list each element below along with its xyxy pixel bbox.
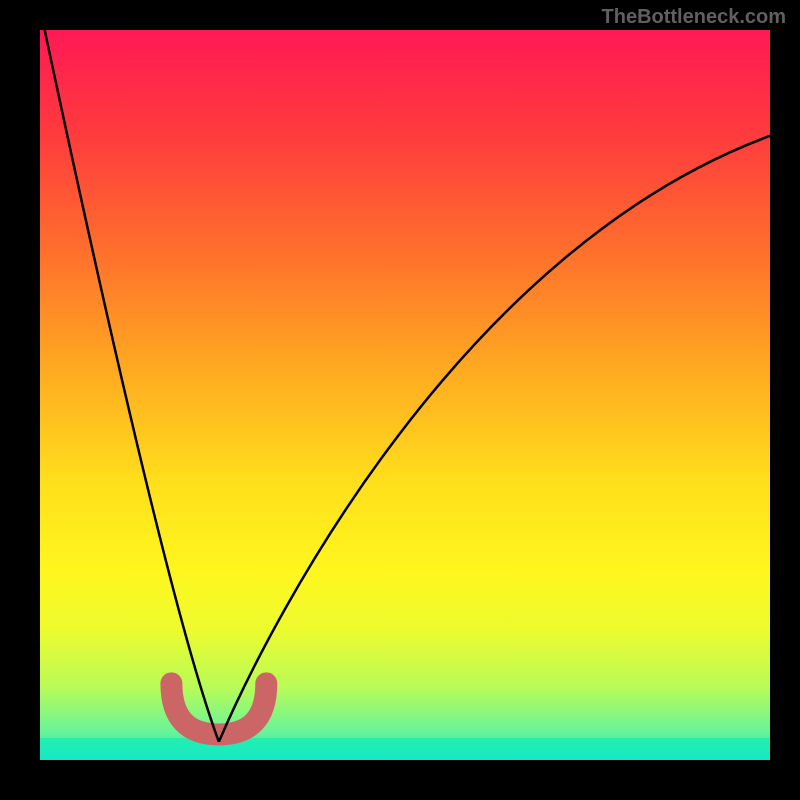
chart-container: TheBottleneck.com bbox=[0, 0, 800, 800]
curve-left bbox=[40, 30, 219, 742]
watermark-text: TheBottleneck.com bbox=[602, 6, 786, 29]
plot-area bbox=[40, 30, 770, 760]
bump-marker bbox=[171, 683, 266, 734]
curve-right bbox=[219, 136, 770, 742]
curve-layer bbox=[40, 30, 770, 760]
green-band bbox=[40, 738, 770, 760]
